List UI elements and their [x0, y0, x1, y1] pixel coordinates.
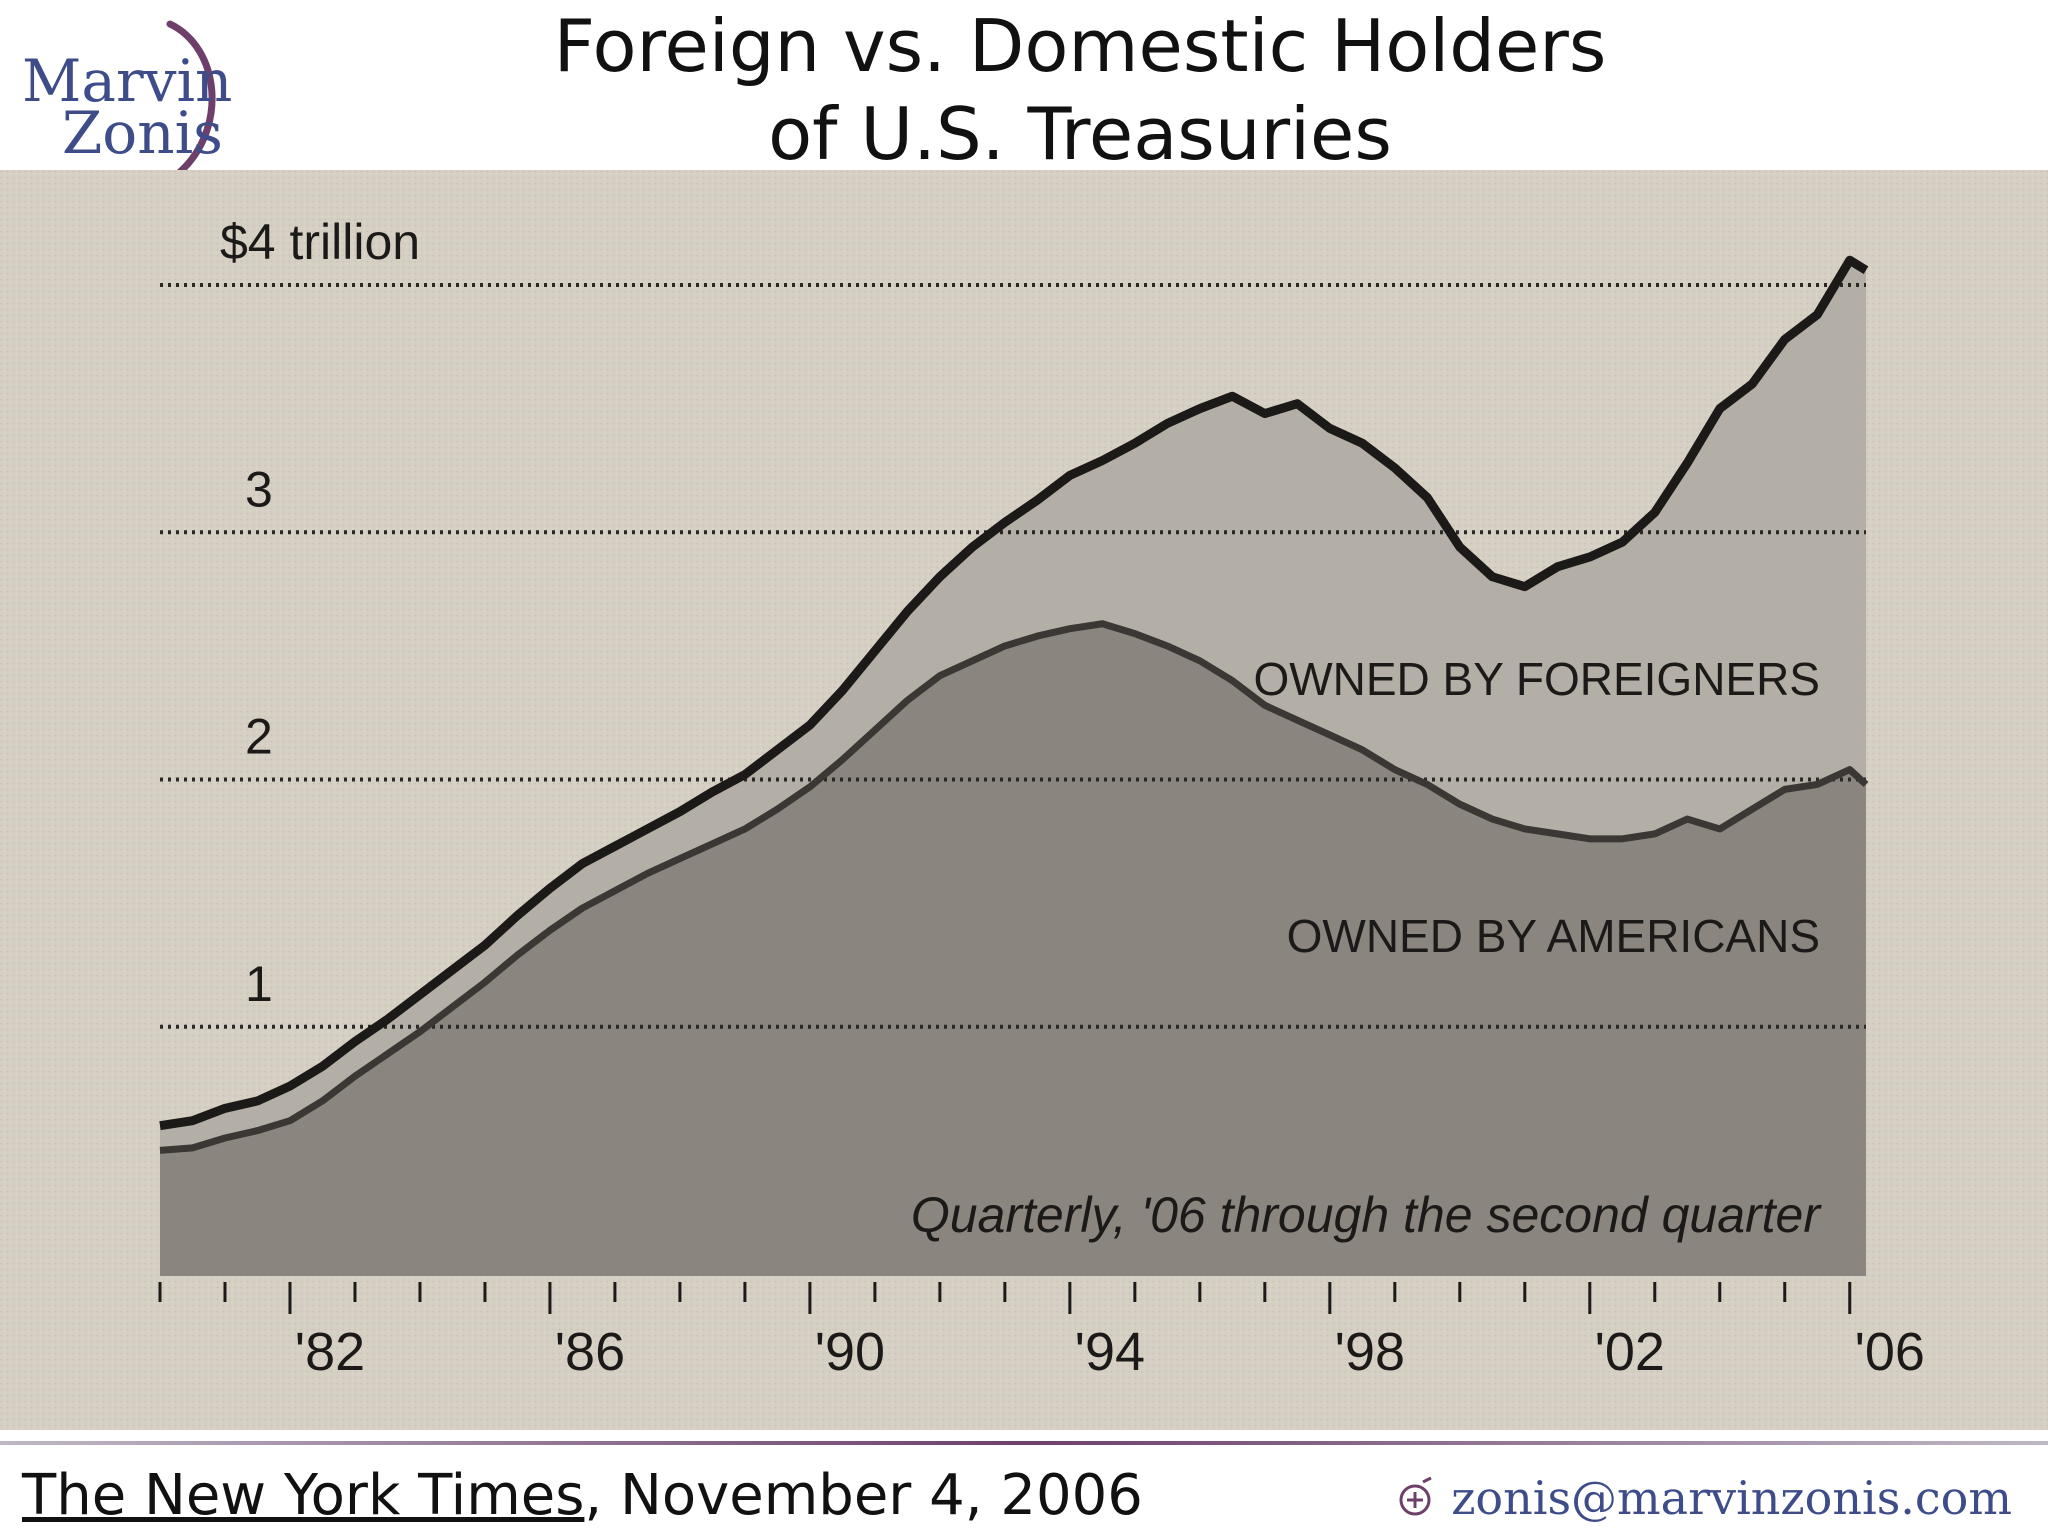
treasuries-chart: 1 2 3 $4 trillion '82 '86 '90 '94 '98 '02 '06 OWNED…	[0, 170, 2048, 1430]
email-link[interactable]: zonis@marvinzonis.com	[1451, 1471, 2012, 1525]
y-tick-label: 3	[245, 461, 273, 517]
slide-title-line-1: Foreign vs. Domestic Holders	[553, 4, 1607, 88]
logo-line-1: Marvin	[22, 47, 233, 115]
total-holdings-line	[159, 255, 1869, 1131]
marvin-zonis-logo: Marvin Zonis	[22, 18, 262, 178]
americans-area	[160, 623, 1866, 1276]
x-tick-label: '06	[1855, 1322, 1925, 1382]
x-tick-label: '02	[1595, 1322, 1665, 1382]
footer-citation: The New York Times, November 4, 2006	[22, 1460, 1143, 1532]
series-label-americans: OWNED BY AMERICANS	[1287, 910, 1820, 962]
series-label-foreigners: OWNED BY FOREIGNERS	[1253, 653, 1820, 705]
x-tick-label: '82	[295, 1322, 365, 1382]
y-tick-label: 2	[245, 709, 273, 765]
email-icon	[1399, 1476, 1432, 1516]
x-tick-label: '94	[1075, 1322, 1145, 1382]
footer-divider	[0, 1441, 2048, 1445]
logo-line-2: Zonis	[62, 99, 223, 167]
source-name: The New York Times	[22, 1463, 585, 1528]
slide-title-line-2: of U.S. Treasuries	[768, 92, 1392, 176]
y-tick-label: 1	[245, 956, 273, 1012]
x-tick-label: '86	[555, 1322, 625, 1382]
source-date: , November 4, 2006	[584, 1463, 1143, 1528]
chart-panel: 1 2 3 $4 trillion '82 '86 '90 '94 '98 '02 '06 OWNED…	[0, 170, 2048, 1430]
x-tick-label: '90	[815, 1322, 885, 1382]
chart-note: Quarterly, '06 through the second quarte…	[911, 1187, 1823, 1243]
footer-contact: zonis@marvinzonis.com	[1393, 1468, 2012, 1528]
slide-title: Foreign vs. Domestic Holders of U.S. Tre…	[330, 2, 1830, 178]
y-tick-label: $4 trillion	[220, 214, 420, 270]
logo-swoosh-icon	[166, 20, 216, 176]
x-tick-label: '98	[1335, 1322, 1405, 1382]
americans-line	[159, 620, 1869, 1154]
